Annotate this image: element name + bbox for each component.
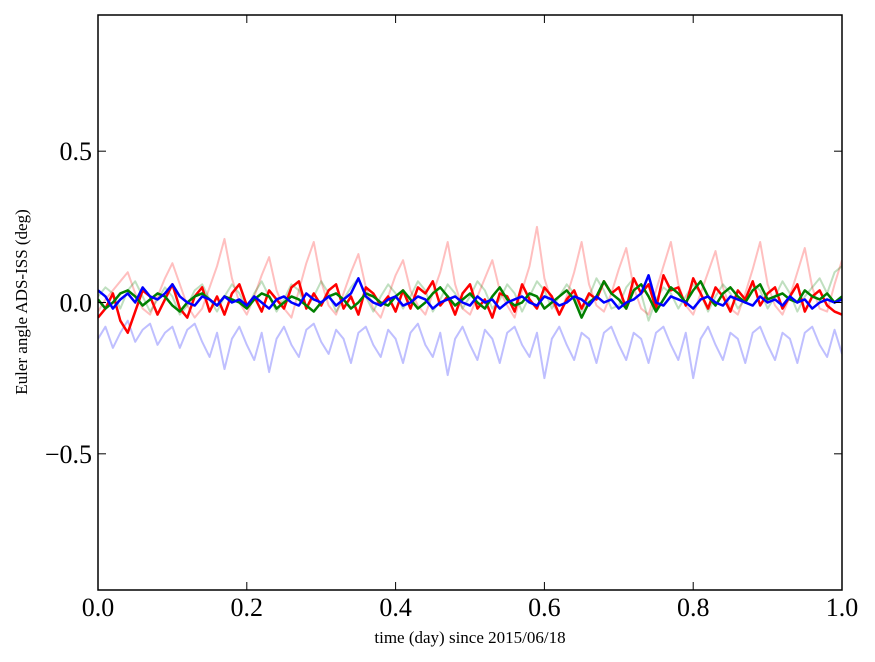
series-line-3 xyxy=(98,274,842,335)
x-tick-label: 1.0 xyxy=(826,593,859,622)
series-line-0 xyxy=(98,225,842,319)
x-tick-label: 0.0 xyxy=(82,593,115,622)
x-tick-label: 0.4 xyxy=(379,593,412,622)
series-line-1 xyxy=(98,265,842,322)
y-tick-label: −0.5 xyxy=(45,440,92,469)
series-line-2 xyxy=(98,319,842,380)
x-tick-label: 0.2 xyxy=(231,593,264,622)
series-line-5 xyxy=(98,274,842,310)
x-tick-label: 0.6 xyxy=(528,593,561,622)
series-layer xyxy=(98,225,842,380)
x-tick-label: 0.8 xyxy=(677,593,710,622)
y-tick-label: 0.0 xyxy=(60,289,93,318)
y-tick-label: 0.5 xyxy=(60,137,93,166)
y-axis-label: Euler angle ADS-ISS (deg) xyxy=(12,209,31,395)
x-axis-label: time (day) since 2015/06/18 xyxy=(374,628,565,647)
tick-layer: 0.0 0.2 0.4 0.6 0.8 1.0 −0.5 0.0 0.5 xyxy=(45,15,858,622)
